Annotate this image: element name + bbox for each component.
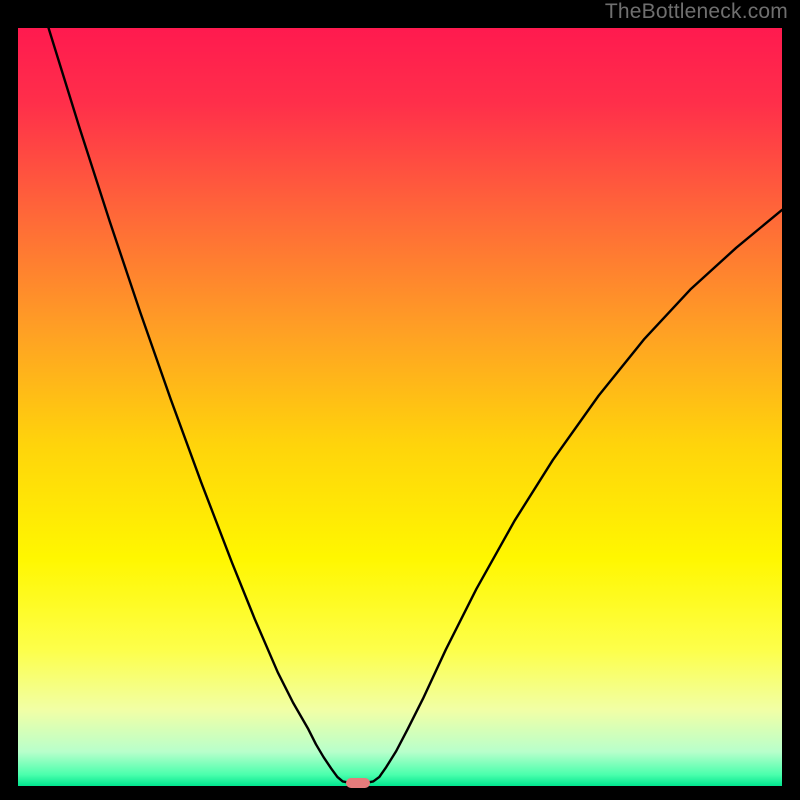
chart-container: { "watermark": { "text": "TheBottleneck.… <box>0 0 800 800</box>
plot-area <box>18 28 782 786</box>
watermark-text: TheBottleneck.com <box>605 0 788 24</box>
min-point-marker <box>346 778 370 788</box>
bottleneck-curve <box>18 28 782 786</box>
